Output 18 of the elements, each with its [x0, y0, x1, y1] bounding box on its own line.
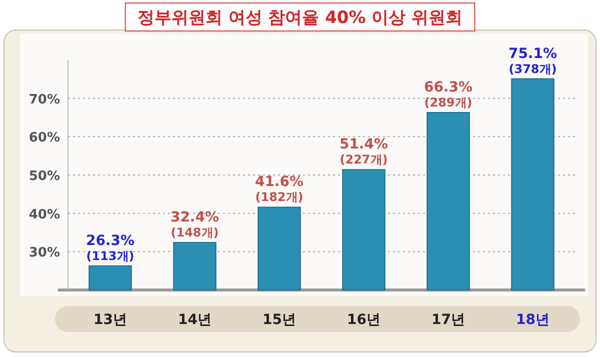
- y-tick-label: 60%: [28, 130, 60, 146]
- y-tick-label: 50%: [28, 169, 60, 184]
- chart-title: 정부위원회 여성 참여율 40% 이상 위원회: [137, 8, 463, 28]
- x-tick-label: 14년: [178, 312, 212, 328]
- data-label: 26.3% (113개): [86, 232, 135, 263]
- x-tick-label: 18년: [516, 312, 550, 328]
- x-tick-label: 17년: [432, 312, 465, 328]
- x-tick-label: 15년: [262, 312, 296, 328]
- x-tick-label: 16년: [347, 312, 380, 328]
- data-label: 32.4% (148개): [170, 209, 220, 240]
- x-tick-label: 13년: [94, 312, 127, 328]
- data-label: 51.4% (227개): [339, 136, 388, 167]
- y-tick-label: 30%: [28, 246, 60, 261]
- data-label: 66.3% (289개): [424, 80, 473, 110]
- data-label: 41.6% (182개): [254, 174, 304, 204]
- y-tick-label: 70%: [28, 92, 60, 108]
- y-tick-label: 40%: [28, 207, 60, 222]
- data-label: 75.1% (378개): [508, 46, 558, 76]
